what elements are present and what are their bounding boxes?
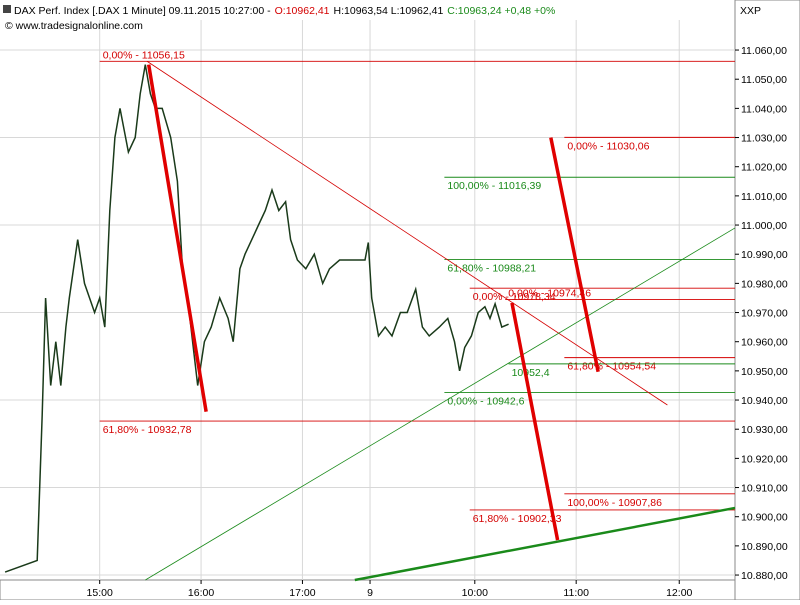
x-tick-label: 15:00 xyxy=(87,587,113,599)
y-tick-label: 10.900,00 xyxy=(741,512,788,524)
x-tick-label: 10:00 xyxy=(462,587,488,599)
y-tick-label: 10.950,00 xyxy=(741,366,788,378)
trend-line xyxy=(354,506,736,582)
fib-label: 0,00% - 11056,15 xyxy=(103,49,185,61)
fib-label: 100,00% - 11016,39 xyxy=(447,180,541,192)
trend-line xyxy=(510,302,560,541)
y-tick-label: 10.880,00 xyxy=(741,570,788,582)
fib-label: 0,00% - 10942,6 xyxy=(447,395,524,407)
x-tick-label: 16:00 xyxy=(188,587,214,599)
fib-label: 61,80% - 10902,33 xyxy=(473,513,562,525)
y-tick-label: 10.940,00 xyxy=(741,395,788,407)
price-line xyxy=(4,64,509,573)
y-tick-label: 11.040,00 xyxy=(741,103,787,115)
axis-panel xyxy=(734,0,800,601)
trend-line xyxy=(549,137,600,373)
y-tick-label: 11.060,00 xyxy=(741,45,787,57)
y-tick-label: 10.890,00 xyxy=(741,541,788,553)
y-tick-label: 10.990,00 xyxy=(741,249,788,261)
y-tick-label: 10.920,00 xyxy=(741,453,788,465)
y-tick-label: 10.970,00 xyxy=(741,308,788,320)
chart-title: DAX Perf. Index [.DAX 1 Minute] 09.11.20… xyxy=(14,5,271,17)
x-tick-label: 12:00 xyxy=(666,587,692,599)
y-tick-label: 11.020,00 xyxy=(741,162,787,174)
fib-label: 61,80% - 10988,21 xyxy=(447,262,536,274)
y-tick-label: 11.050,00 xyxy=(741,74,787,86)
fib-label: 10952,4 xyxy=(512,367,550,379)
x-tick-label: 11:00 xyxy=(563,587,589,599)
fib-label: 0,00% - 11030,06 xyxy=(567,140,649,152)
header-icon xyxy=(3,5,11,13)
y-tick-label: 10.930,00 xyxy=(741,424,788,436)
fib-label: 61,80% - 10954,54 xyxy=(567,361,656,373)
header-range: H:10963,54 L:10962,41 xyxy=(334,5,444,17)
trend-line xyxy=(146,60,668,406)
trend-line xyxy=(145,227,736,581)
axis-code: XXP xyxy=(740,5,761,17)
y-tick-label: 10.960,00 xyxy=(741,337,788,349)
y-tick-label: 10.980,00 xyxy=(741,278,788,290)
fib-label: 0,00% - 10978,34 xyxy=(473,291,556,303)
header-close: C:10963,24 +0,48 +0% xyxy=(447,5,555,17)
fib-label: 61,80% - 10932,78 xyxy=(103,424,192,436)
trend-line xyxy=(146,64,208,412)
header-open: O:10962,41 xyxy=(275,5,330,17)
y-tick-label: 11.030,00 xyxy=(741,133,787,145)
fib-label: 0,00% - 10974,46 xyxy=(508,288,591,300)
fib-label: 100,00% - 10907,86 xyxy=(567,497,662,509)
y-tick-label: 10.910,00 xyxy=(741,483,788,495)
x-tick-label: 9 xyxy=(367,587,373,599)
x-tick-label: 17:00 xyxy=(289,587,315,599)
copyright: © www.tradesignalonline.com xyxy=(5,20,143,32)
y-tick-label: 11.000,00 xyxy=(741,220,787,232)
y-tick-label: 11.010,00 xyxy=(741,191,787,203)
plot: 0,00% - 11056,15 61,80% - 10932,78 0,00% -… xyxy=(0,20,736,582)
